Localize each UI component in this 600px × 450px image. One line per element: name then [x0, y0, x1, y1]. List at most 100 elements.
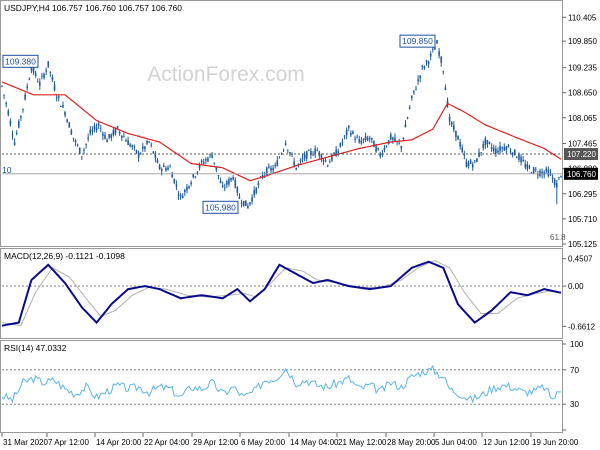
- candle-body: [453, 125, 455, 130]
- candle-body: [226, 181, 228, 185]
- candle-body: [205, 159, 207, 161]
- candle-body: [534, 169, 537, 170]
- candle-body: [301, 158, 304, 160]
- candle-body: [142, 146, 144, 149]
- rsi-axis: 100 70 30: [562, 340, 584, 431]
- candle-body: [125, 140, 127, 142]
- price-tick-label: 105.710: [568, 215, 597, 224]
- candle-body: [480, 152, 482, 153]
- candle-body: [308, 150, 310, 152]
- price-panel-title: USDJPY,H4 106.757 106.760 106.757 106.76…: [4, 3, 182, 13]
- candle-body: [429, 53, 432, 57]
- candle-body: [373, 140, 375, 148]
- candle-body: [413, 90, 415, 93]
- candle-body: [434, 47, 436, 50]
- candle-body: [255, 187, 258, 194]
- candle-body: [268, 166, 270, 168]
- candle-body: [463, 154, 466, 156]
- candle-body: [150, 144, 153, 146]
- price-panel-frame: [0, 0, 563, 247]
- candle-body: [108, 134, 110, 138]
- candle-body: [280, 153, 283, 155]
- candle-body: [83, 150, 85, 151]
- candle-body: [289, 152, 291, 154]
- candle-body: [450, 122, 453, 125]
- candle-body: [303, 154, 306, 159]
- candle-body: [45, 70, 47, 72]
- candle-body: [448, 116, 451, 122]
- candle-body: [247, 205, 249, 209]
- candle-body: [356, 137, 358, 139]
- macd-tick-label: 0.00: [568, 282, 584, 291]
- candle-body: [49, 71, 52, 73]
- price-label-box: [399, 34, 436, 48]
- candle-body: [209, 154, 211, 156]
- candle-body: [425, 60, 428, 63]
- left-edge-label: 10: [2, 165, 12, 175]
- candle-body: [278, 157, 281, 159]
- rsi-tick-label: 70: [570, 366, 579, 375]
- rsi-panel-frame: [0, 340, 563, 433]
- candle-body: [476, 158, 478, 162]
- candle-body: [173, 178, 176, 183]
- candle-body: [160, 168, 163, 172]
- candle-body: [419, 75, 421, 79]
- candle-body: [78, 147, 81, 154]
- candle-body: [347, 125, 350, 128]
- price-tick-label: 105.125: [568, 240, 597, 249]
- candle-body: [270, 167, 272, 171]
- time-tick-label: 19 Jun 20:00: [532, 438, 579, 447]
- candle-body: [135, 149, 138, 154]
- candle-body: [459, 142, 461, 147]
- candle-body: [24, 94, 26, 100]
- macd-axis: 0.4507 0.00 -0.6612: [562, 255, 596, 331]
- candle-body: [217, 175, 220, 176]
- candle-body: [398, 142, 400, 144]
- candle-body: [492, 147, 495, 151]
- price-tick-label: 110.405: [568, 13, 597, 22]
- candle-body: [553, 179, 556, 185]
- macd-panel: MACD(12,26,9) -0.1121 -0.1098 0.4507 0.00…: [0, 248, 596, 339]
- candle-body: [104, 134, 106, 139]
- candle-body: [148, 141, 150, 143]
- candle-body: [410, 95, 413, 98]
- candle-body: [539, 170, 541, 176]
- candle-body: [394, 137, 396, 142]
- candle-body: [5, 102, 8, 105]
- price-label-text: 105.980: [205, 202, 236, 212]
- candle-body: [432, 48, 434, 50]
- candle-body: [404, 124, 407, 128]
- candle-body: [28, 79, 31, 81]
- candle-body: [297, 164, 300, 165]
- candle-body: [211, 155, 213, 158]
- candle-body: [1, 85, 3, 87]
- candle-body: [213, 162, 216, 164]
- candle-body: [158, 164, 161, 169]
- candle-body: [354, 138, 356, 140]
- candle-body: [364, 136, 367, 141]
- price-tick-label: 106.295: [568, 190, 597, 199]
- price-label-text: 109.380: [5, 56, 36, 66]
- watermark: ActionForex.com: [147, 63, 305, 86]
- candle-body: [116, 126, 119, 129]
- candle-body: [99, 128, 102, 130]
- candle-body: [478, 152, 480, 157]
- candle-body: [310, 150, 312, 155]
- time-tick-label: 31 Mar 2020: [3, 438, 48, 447]
- candle-body: [530, 172, 533, 174]
- candle-body: [408, 107, 411, 109]
- candle-body: [87, 137, 89, 139]
- candle-body: [102, 133, 104, 136]
- candle-body: [469, 160, 472, 164]
- candle-body: [329, 161, 331, 163]
- candle-body: [175, 184, 178, 187]
- candle-body: [163, 165, 165, 167]
- candle-body: [66, 119, 68, 122]
- candle-body: [167, 167, 169, 170]
- candle-body: [112, 130, 115, 135]
- candle-body: [215, 166, 218, 171]
- candle-body: [91, 129, 94, 132]
- candle-body: [358, 139, 361, 142]
- macd-tick-label: -0.6612: [568, 322, 596, 331]
- candle-body: [415, 88, 417, 90]
